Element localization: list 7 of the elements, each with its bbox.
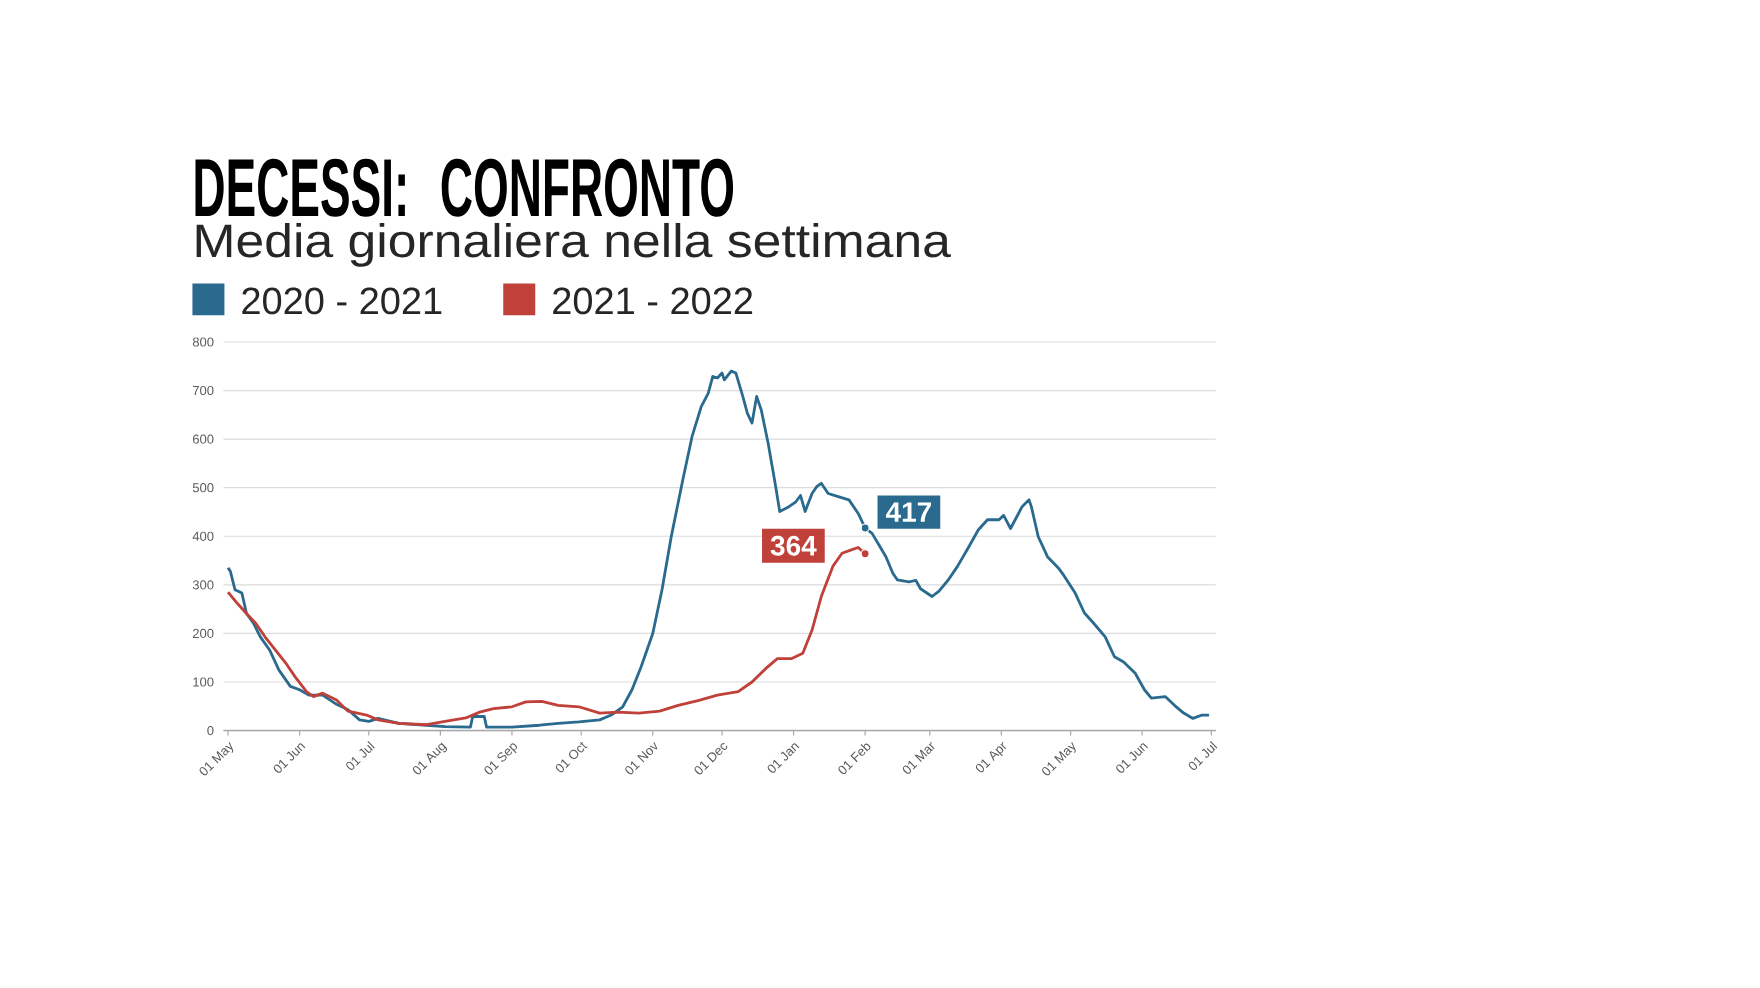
data-label: 417 [885,502,931,522]
legend-label: 2021 - 2022 [553,287,753,315]
legend-label: 2020 - 2021 [242,287,442,315]
data-label: 364 [770,535,817,556]
line-series [226,369,1211,729]
chart-title: DECESSI: CONFRONTO [195,158,734,217]
chart-subtitle: Media giornaliera nella settimana [196,222,951,267]
